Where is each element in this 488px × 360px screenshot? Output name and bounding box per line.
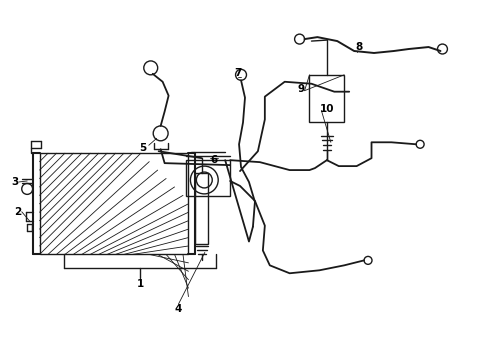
Text: 5: 5: [139, 143, 146, 153]
Text: 3: 3: [11, 177, 19, 187]
Text: 8: 8: [355, 42, 362, 52]
Text: 4: 4: [175, 304, 182, 314]
Text: 1: 1: [137, 279, 143, 289]
Text: 9: 9: [297, 84, 305, 94]
Text: 6: 6: [210, 155, 218, 165]
Text: 10: 10: [320, 104, 334, 113]
Text: 2: 2: [14, 207, 21, 217]
Text: 7: 7: [234, 68, 241, 78]
